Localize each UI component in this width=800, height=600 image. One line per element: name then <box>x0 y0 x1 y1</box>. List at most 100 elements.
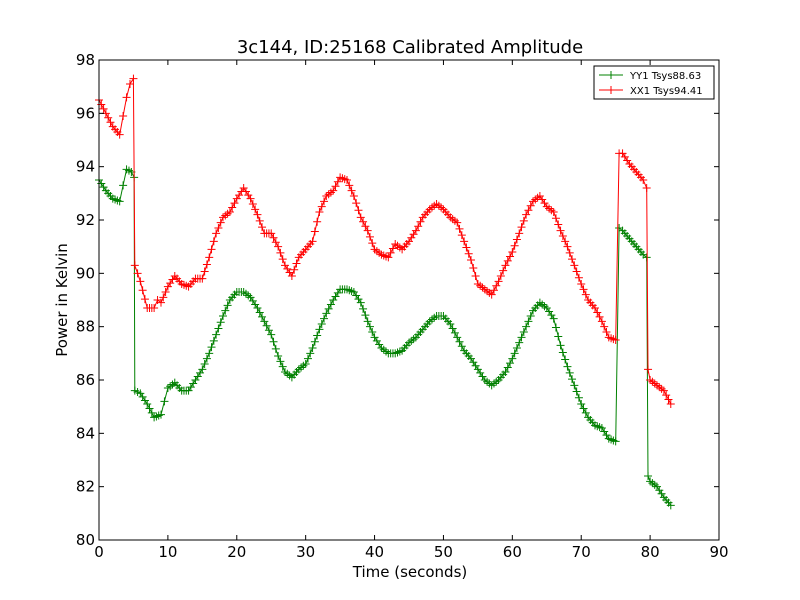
data-point <box>269 233 278 242</box>
chart-title: 3c144, ID:25168 Calibrated Amplitude <box>237 37 583 58</box>
series-1 <box>95 74 675 408</box>
data-point <box>561 355 570 364</box>
data-point <box>99 104 108 113</box>
data-point <box>160 397 169 406</box>
data-point <box>267 229 276 238</box>
data-point <box>581 290 590 299</box>
data-point <box>313 331 322 340</box>
data-point <box>519 216 528 225</box>
data-point <box>664 395 673 404</box>
data-point <box>200 267 209 276</box>
data-point <box>501 261 510 270</box>
data-point <box>198 365 207 374</box>
data-point <box>579 404 588 413</box>
data-point <box>508 248 517 256</box>
data-point <box>414 222 423 231</box>
data-point <box>145 404 154 413</box>
data-point <box>216 218 225 227</box>
data-point <box>512 344 521 352</box>
data-point <box>388 244 397 253</box>
legend-label: YY1 Tsys88.63 <box>629 71 701 82</box>
data-point <box>666 400 675 408</box>
data-point <box>593 308 602 317</box>
x-tick-label: 40 <box>365 543 384 561</box>
data-point <box>329 186 338 195</box>
data-point <box>253 210 262 219</box>
data-point <box>501 368 510 376</box>
data-point <box>522 210 531 219</box>
data-point <box>140 295 149 304</box>
data-point <box>565 248 574 257</box>
data-point <box>209 237 218 246</box>
data-point <box>119 112 128 120</box>
data-point <box>489 286 498 295</box>
data-point <box>274 352 283 360</box>
data-point <box>255 216 264 225</box>
data-point <box>471 272 480 280</box>
data-point <box>133 269 142 278</box>
data-point <box>561 237 570 246</box>
data-point <box>365 322 374 331</box>
data-point <box>517 223 526 232</box>
data-point <box>549 314 558 323</box>
data-point <box>551 214 560 223</box>
data-point <box>287 272 296 280</box>
data-point <box>271 344 280 353</box>
data-point <box>260 317 269 326</box>
data-point <box>317 320 326 328</box>
data-point <box>115 197 124 206</box>
data-point <box>258 223 267 232</box>
data-point <box>363 226 372 235</box>
data-point <box>205 349 214 358</box>
data-point <box>494 277 503 286</box>
data-point <box>512 235 521 244</box>
data-point <box>343 176 351 184</box>
data-point <box>365 232 374 241</box>
y-tick-label: 92 <box>76 211 95 229</box>
data-point <box>506 359 515 368</box>
data-point <box>506 252 515 261</box>
data-point <box>602 328 611 336</box>
data-point <box>315 325 324 334</box>
data-point <box>278 255 287 264</box>
data-point <box>499 266 508 275</box>
data-point <box>354 206 363 215</box>
data-point <box>554 332 563 341</box>
y-tick-label: 90 <box>76 264 95 282</box>
data-point <box>611 437 620 446</box>
data-point <box>411 226 420 235</box>
data-point <box>524 317 533 326</box>
data-point <box>313 217 322 226</box>
data-point <box>115 130 124 139</box>
data-point <box>228 203 237 212</box>
data-point <box>455 337 464 346</box>
data-point <box>207 343 216 352</box>
data-point <box>306 349 315 358</box>
data-point <box>508 354 517 363</box>
data-point <box>225 208 234 216</box>
data-point <box>510 349 519 358</box>
data-point <box>202 354 211 363</box>
data-point <box>212 229 221 238</box>
data-point <box>644 365 653 374</box>
x-tick-label: 90 <box>709 543 728 561</box>
data-point <box>214 224 223 232</box>
data-point <box>526 312 535 320</box>
data-point <box>517 333 526 342</box>
data-point <box>345 181 354 190</box>
data-point <box>386 248 395 257</box>
y-tick-label: 86 <box>76 371 95 389</box>
data-point <box>487 290 496 299</box>
y-tick-label: 98 <box>76 51 95 69</box>
data-point <box>264 326 273 335</box>
data-point <box>522 322 531 331</box>
data-point <box>207 245 216 254</box>
data-point <box>368 328 377 336</box>
data-point <box>574 393 583 402</box>
y-tick-label: 88 <box>76 318 95 336</box>
data-point <box>577 280 586 288</box>
data-point <box>308 237 317 246</box>
data-point <box>496 272 505 280</box>
data-point <box>230 199 239 208</box>
data-point <box>278 362 287 371</box>
